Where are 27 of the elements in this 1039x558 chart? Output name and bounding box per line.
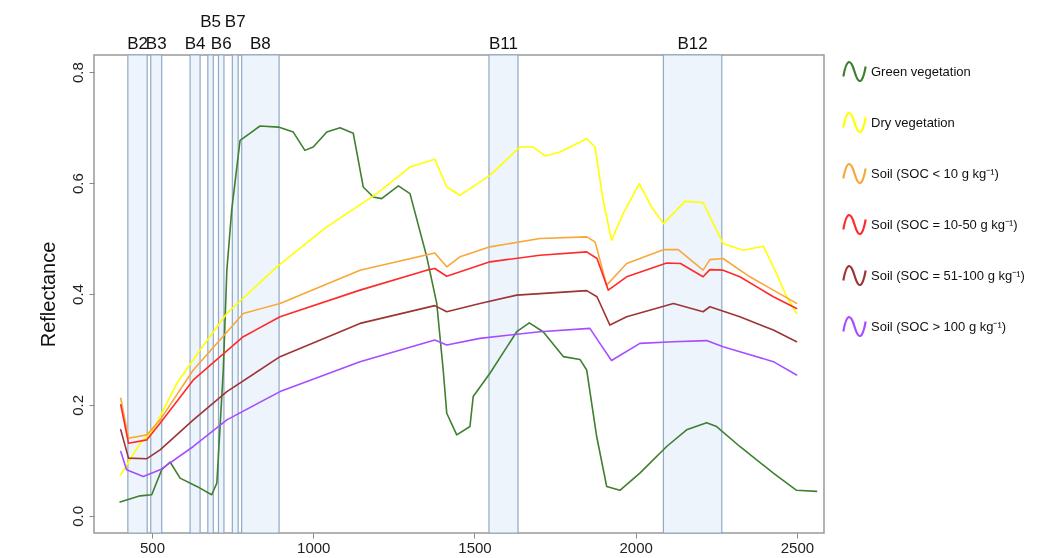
line-series (119, 289, 798, 460)
x-tick-label: 1500 (458, 538, 492, 556)
band-label: B6 (210, 34, 232, 53)
x-tick-label: 1000 (297, 538, 331, 556)
y-tick-label: 0.0 (68, 505, 86, 527)
y-tick-label: 0.4 (68, 284, 86, 305)
legend-label: Soil (SOC = 51-100 g kg⁻¹) (871, 267, 1025, 283)
y-tick-label: 0.8 (68, 62, 86, 84)
line-series (119, 327, 798, 478)
x-tick-label: 2500 (780, 538, 815, 556)
band-label: B7 (224, 12, 246, 31)
band-label: B12 (677, 34, 708, 53)
y-tick-label: 0.6 (68, 173, 86, 195)
x-tick-label: 500 (140, 538, 166, 556)
legend-label: Soil (SOC > 100 g kg⁻¹) (871, 318, 1007, 334)
y-axis-title: Reflectance (36, 241, 59, 348)
band-label: B2 (127, 34, 148, 53)
band-label: B5 (200, 12, 221, 31)
legend-label: Green vegetation (871, 63, 971, 79)
legend-label: Soil (SOC < 10 g kg⁻¹) (871, 165, 999, 181)
x-tick-label: 2000 (619, 538, 653, 556)
band-label: B8 (249, 34, 271, 53)
band-label: B11 (489, 34, 518, 53)
y-tick-label: 0.2 (68, 394, 86, 416)
legend-label: Dry vegetation (871, 114, 955, 130)
legend-label: Soil (SOC = 10-50 g kg⁻¹) (871, 216, 1018, 232)
band-label: B4 (184, 34, 206, 53)
